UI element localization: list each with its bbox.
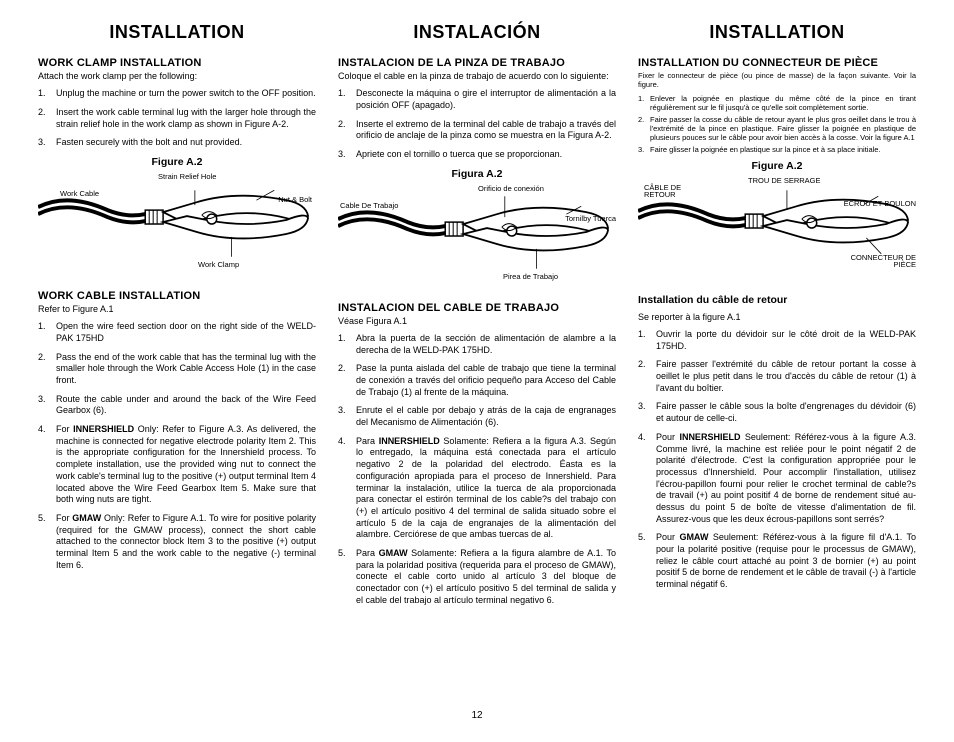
step: Desconecte la máquina o gire el interrup… <box>338 88 616 111</box>
figure-a2: CÂBLE DE RETOUR TROU DE SERRAGE ÉCROU ET… <box>638 176 916 284</box>
intro-text: Attach the work clamp per the following: <box>38 71 316 82</box>
step: For GMAW Only: Refer to Figure A.1. To w… <box>38 513 316 571</box>
figure-caption: Figura A.2 <box>338 168 616 180</box>
intro-text: Véase Figura A.1 <box>338 316 616 327</box>
step: Faire passer le câble sous la boîte d'en… <box>638 401 916 424</box>
figure-a2: Work Cable Strain Relief Hole Nut & Bolt… <box>38 172 316 280</box>
step: Faire glisser la poignée en plastique su… <box>638 145 916 154</box>
figure-caption: Figure A.2 <box>638 160 916 172</box>
step: Unplug the machine or turn the power swi… <box>38 88 316 100</box>
step-list: Desconecte la máquina o gire el interrup… <box>338 88 616 160</box>
step: Enrute el el cable por debajo y atrás de… <box>338 405 616 428</box>
step: Para INNERSHIELD Solamente: Refiera a la… <box>338 436 616 541</box>
step-list: Enlever la poignée en plastique du même … <box>638 94 916 154</box>
step: Ouvrir la porte du dévidoir sur le côté … <box>638 329 916 352</box>
step: Inserte el extremo de la terminal del ca… <box>338 119 616 142</box>
fig-label-clamp: Pirea de Trabajo <box>503 272 558 281</box>
fig-label-nutbolt: ÉCROU ET BOULON <box>844 199 916 208</box>
figure-a2: Cable De Trabajo Orificio de conexión To… <box>338 184 616 292</box>
step: Para GMAW Solamente: Refiera a la figura… <box>338 548 616 606</box>
page-number: 12 <box>38 710 916 721</box>
step: Abra la puerta de la sección de alimenta… <box>338 333 616 356</box>
fig-label-nutbolt: Nut & Bolt <box>278 195 312 204</box>
step: Faire passer l'extrémité du câble de ret… <box>638 359 916 394</box>
step-list: Abra la puerta de la sección de alimenta… <box>338 333 616 606</box>
col-title: INSTALLATION <box>638 22 916 43</box>
step: Faire passer la cosse du câble de retour… <box>638 115 916 142</box>
page-columns: INSTALLATION WORK CLAMP INSTALLATION Att… <box>38 22 916 702</box>
step: Pour GMAW Seulement: Référez-vous à la f… <box>638 532 916 590</box>
section-heading: WORK CLAMP INSTALLATION <box>38 57 316 69</box>
step: Apriete con el tornillo o tuerca que se … <box>338 149 616 161</box>
step: Pass the end of the work cable that has … <box>38 352 316 387</box>
fig-label-relief: Strain Relief Hole <box>158 172 216 181</box>
fig-label-nutbolt: Tornilby Tuerca <box>565 214 616 223</box>
fig-label-relief: TROU DE SERRAGE <box>748 176 821 185</box>
fig-label-clamp: Work Clamp <box>198 260 239 269</box>
section-heading: INSTALACION DE LA PINZA DE TRABAJO <box>338 57 616 69</box>
step-list: Ouvrir la porte du dévidoir sur le côté … <box>638 329 916 591</box>
column-french: INSTALLATION INSTALLATION DU CONNECTEUR … <box>638 22 916 702</box>
step: Open the wire feed section door on the r… <box>38 321 316 344</box>
fig-label-clamp: CONNECTEUR DE PIÈCE <box>846 254 916 269</box>
section-heading: Installation du câble de retour <box>638 294 916 306</box>
figure-caption: Figure A.2 <box>38 156 316 168</box>
step: Route the cable under and around the bac… <box>38 394 316 417</box>
step: For INNERSHIELD Only: Refer to Figure A.… <box>38 424 316 506</box>
step-list: Unplug the machine or turn the power swi… <box>38 88 316 149</box>
section-heading: INSTALLATION DU CONNECTEUR DE PIÈCE <box>638 57 916 69</box>
fig-label-cable: Work Cable <box>60 189 99 198</box>
step: Pase la punta aislada del cable de traba… <box>338 363 616 398</box>
section-heading: WORK CABLE INSTALLATION <box>38 290 316 302</box>
intro-text: Fixer le connecteur de pièce (ou pince d… <box>638 71 916 90</box>
column-english: INSTALLATION WORK CLAMP INSTALLATION Att… <box>38 22 316 702</box>
step: Enlever la poignée en plastique du même … <box>638 94 916 112</box>
step: Fasten securely with the bolt and nut pr… <box>38 137 316 149</box>
fig-label-cable: CÂBLE DE RETOUR <box>644 184 694 199</box>
step: Pour INNERSHIELD Seulement: Référez-vous… <box>638 432 916 526</box>
fig-label-cable: Cable De Trabajo <box>340 201 398 210</box>
intro-text: Coloque el cable en la pinza de trabajo … <box>338 71 616 82</box>
intro-text: Refer to Figure A.1 <box>38 304 316 315</box>
step: Insert the work cable terminal lug with … <box>38 107 316 130</box>
fig-label-relief: Orificio de conexión <box>478 184 544 193</box>
col-title: INSTALACIÓN <box>338 22 616 43</box>
col-title: INSTALLATION <box>38 22 316 43</box>
column-spanish: INSTALACIÓN INSTALACION DE LA PINZA DE T… <box>338 22 616 702</box>
intro-text: Se reporter à la figure A.1 <box>638 312 916 323</box>
section-heading: INSTALACION DEL CABLE DE TRABAJO <box>338 302 616 314</box>
step-list: Open the wire feed section door on the r… <box>38 321 316 571</box>
